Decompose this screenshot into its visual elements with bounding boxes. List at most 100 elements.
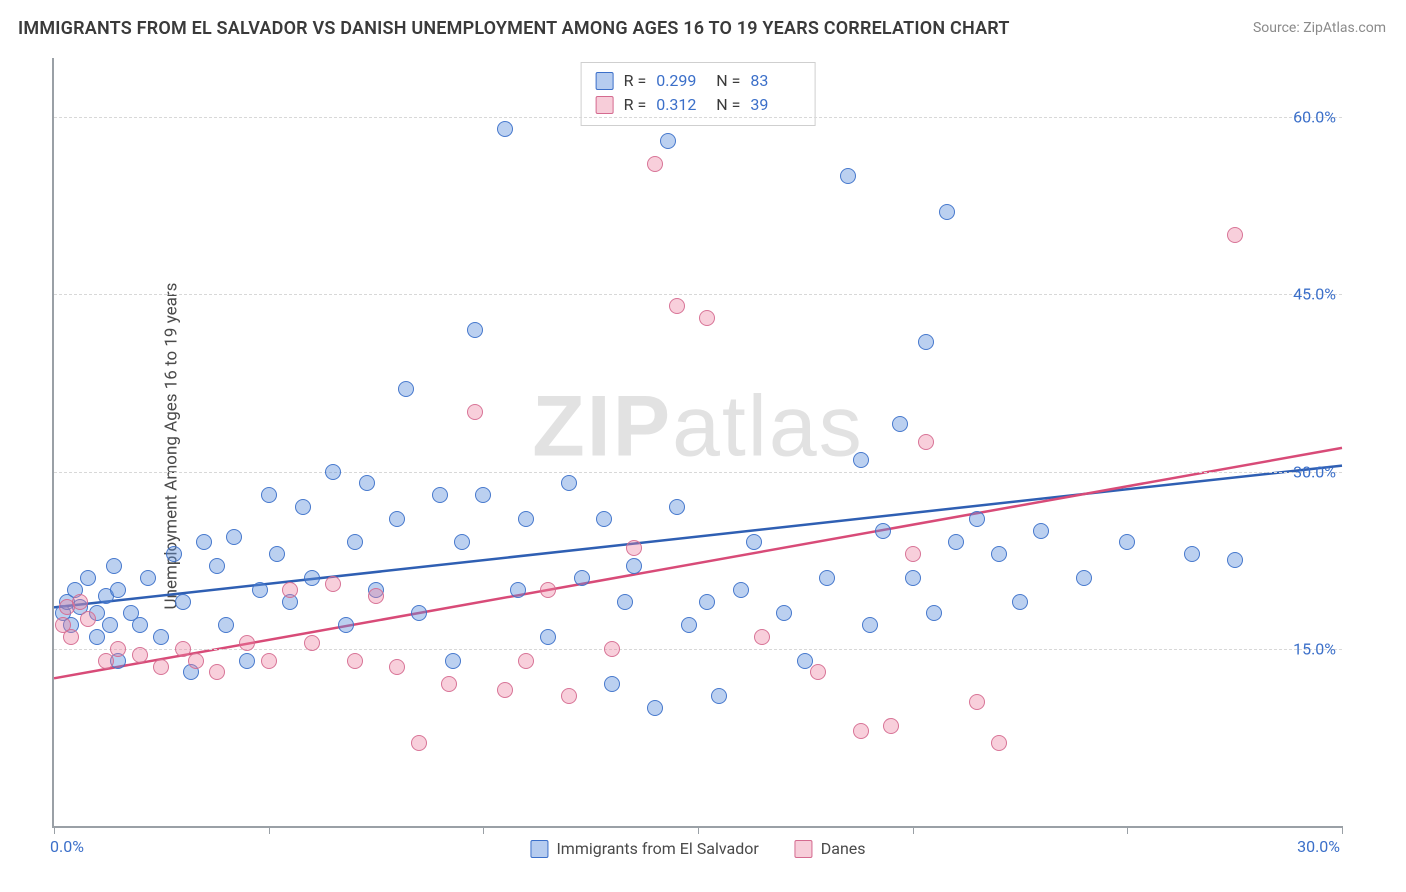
scatter-point-pink <box>918 434 934 450</box>
scatter-point-pink <box>883 718 899 734</box>
scatter-point-pink <box>80 611 96 627</box>
gridline <box>54 117 1342 118</box>
scatter-point-blue <box>398 381 414 397</box>
x-tick <box>1342 826 1343 834</box>
scatter-point-blue <box>1033 523 1049 539</box>
scatter-point-blue <box>226 529 242 545</box>
scatter-point-pink <box>347 653 363 669</box>
x-tick <box>1127 826 1128 834</box>
chart-title: IMMIGRANTS FROM EL SALVADOR VS DANISH UN… <box>18 18 1010 39</box>
scatter-point-blue <box>918 334 934 350</box>
scatter-point-blue <box>80 570 96 586</box>
scatter-point-blue <box>711 688 727 704</box>
scatter-point-blue <box>926 605 942 621</box>
scatter-point-blue <box>106 558 122 574</box>
scatter-point-pink <box>411 735 427 751</box>
scatter-point-pink <box>98 653 114 669</box>
scatter-point-pink <box>441 676 457 692</box>
scatter-point-pink <box>626 540 642 556</box>
x-tick <box>698 826 699 834</box>
legend-label: Danes <box>821 839 866 858</box>
scatter-point-pink <box>209 664 225 680</box>
scatter-point-blue <box>626 558 642 574</box>
gridline <box>54 472 1342 473</box>
scatter-point-pink <box>497 682 513 698</box>
scatter-point-blue <box>840 168 856 184</box>
scatter-point-blue <box>1076 570 1092 586</box>
scatter-point-blue <box>948 534 964 550</box>
swatch-pink-icon <box>596 96 614 114</box>
scatter-point-blue <box>939 204 955 220</box>
scatter-point-blue <box>261 487 277 503</box>
scatter-point-pink <box>969 694 985 710</box>
scatter-point-blue <box>175 594 191 610</box>
scatter-point-blue <box>338 617 354 633</box>
scatter-point-pink <box>518 653 534 669</box>
scatter-point-blue <box>733 582 749 598</box>
scatter-point-blue <box>166 546 182 562</box>
scatter-point-blue <box>295 499 311 515</box>
scatter-point-blue <box>518 511 534 527</box>
scatter-point-blue <box>209 558 225 574</box>
swatch-blue-icon <box>596 72 614 90</box>
x-tick <box>269 826 270 834</box>
scatter-point-blue <box>875 523 891 539</box>
scatter-point-blue <box>325 464 341 480</box>
stat-row-blue: R = 0.299 N = 83 <box>596 69 801 93</box>
scatter-plot-area: ZIPatlas R = 0.299 N = 83 R = 0.312 N = … <box>52 58 1342 828</box>
scatter-point-pink <box>905 546 921 562</box>
scatter-point-pink <box>647 156 663 172</box>
scatter-point-blue <box>969 511 985 527</box>
scatter-point-blue <box>905 570 921 586</box>
scatter-point-blue <box>304 570 320 586</box>
scatter-point-blue <box>510 582 526 598</box>
scatter-point-blue <box>746 534 762 550</box>
scatter-point-blue <box>239 653 255 669</box>
swatch-pink-icon <box>795 840 813 858</box>
scatter-point-blue <box>467 322 483 338</box>
source-attribution: Source: ZipAtlas.com <box>1253 20 1386 36</box>
scatter-point-blue <box>647 700 663 716</box>
scatter-point-blue <box>797 653 813 669</box>
scatter-point-blue <box>432 487 448 503</box>
bottom-legend: Immigrants from El Salvador Danes <box>530 839 865 858</box>
scatter-point-blue <box>776 605 792 621</box>
scatter-point-blue <box>269 546 285 562</box>
scatter-point-blue <box>475 487 491 503</box>
scatter-point-blue <box>140 570 156 586</box>
scatter-point-blue <box>853 452 869 468</box>
legend-item-pink: Danes <box>795 839 866 858</box>
scatter-point-blue <box>561 475 577 491</box>
scatter-point-blue <box>1227 552 1243 568</box>
scatter-point-blue <box>699 594 715 610</box>
trend-lines <box>54 58 1342 826</box>
scatter-point-pink <box>467 404 483 420</box>
scatter-point-blue <box>660 133 676 149</box>
scatter-point-pink <box>282 582 298 598</box>
scatter-point-pink <box>325 576 341 592</box>
swatch-blue-icon <box>530 840 548 858</box>
watermark: ZIPatlas <box>532 377 863 476</box>
scatter-point-pink <box>604 641 620 657</box>
scatter-point-blue <box>681 617 697 633</box>
scatter-point-blue <box>445 653 461 669</box>
scatter-point-pink <box>175 641 191 657</box>
y-tick-label: 45.0% <box>1293 285 1336 304</box>
scatter-point-blue <box>1184 546 1200 562</box>
scatter-point-pink <box>1227 227 1243 243</box>
scatter-point-pink <box>239 635 255 651</box>
scatter-point-pink <box>153 659 169 675</box>
y-tick-label: 15.0% <box>1293 639 1336 658</box>
scatter-point-pink <box>261 653 277 669</box>
scatter-point-blue <box>819 570 835 586</box>
scatter-point-blue <box>347 534 363 550</box>
scatter-point-blue <box>574 570 590 586</box>
scatter-point-blue <box>102 617 118 633</box>
scatter-point-blue <box>604 676 620 692</box>
scatter-point-pink <box>810 664 826 680</box>
scatter-point-blue <box>89 629 105 645</box>
scatter-point-pink <box>561 688 577 704</box>
scatter-point-blue <box>540 629 556 645</box>
scatter-point-blue <box>892 416 908 432</box>
scatter-point-pink <box>368 588 384 604</box>
